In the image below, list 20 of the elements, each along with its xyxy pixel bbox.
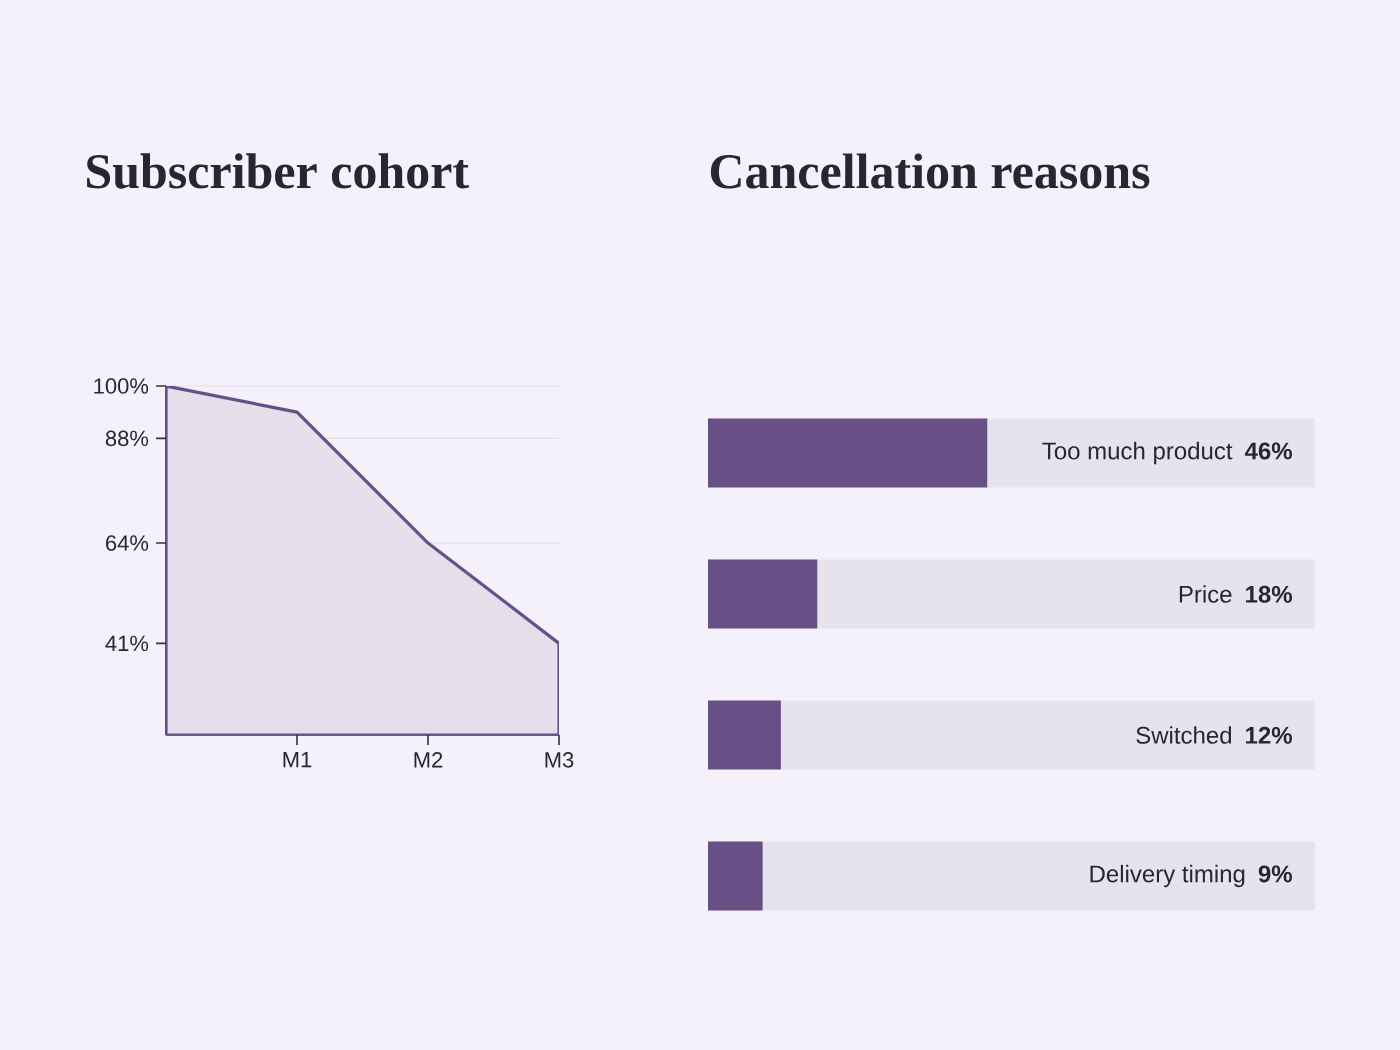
category-label: Delivery timing — [1090, 864, 1245, 888]
chart-title: Subscriber cohort — [87, 153, 469, 189]
data-label: 46% — [1244, 442, 1292, 460]
category-label: Price — [1179, 585, 1232, 603]
y-tick-label: 64% — [106, 535, 149, 551]
y-tick-label: 41% — [105, 635, 149, 652]
data-label: 9% — [1258, 865, 1292, 883]
category-label: Switched — [1136, 726, 1232, 744]
bar — [708, 559, 818, 629]
y-tick-label: 88% — [105, 430, 149, 447]
x-tick-label: M1 — [283, 752, 312, 768]
data-label: 18% — [1246, 585, 1292, 603]
data-label: 12% — [1246, 726, 1292, 744]
bar — [708, 700, 781, 770]
bar — [708, 841, 763, 911]
y-tick-label: 100% — [94, 378, 149, 394]
chart-title: Cancellation reasons — [710, 153, 1150, 189]
category-label: Too much product — [1042, 441, 1233, 465]
x-tick-label: M3 — [545, 752, 574, 768]
x-tick-label: M2 — [414, 752, 443, 768]
